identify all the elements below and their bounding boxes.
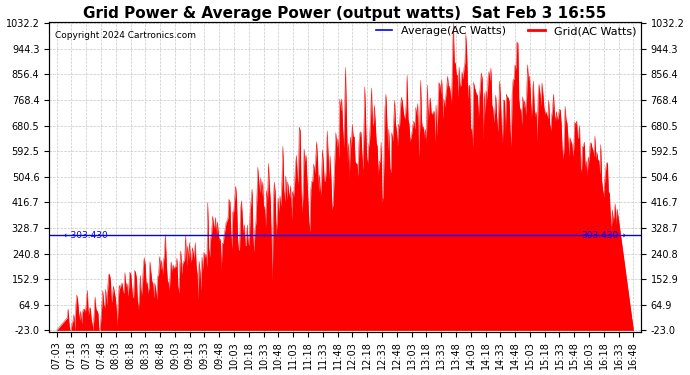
- Text: Copyright 2024 Cartronics.com: Copyright 2024 Cartronics.com: [55, 31, 196, 40]
- Legend: Average(AC Watts), Grid(AC Watts): Average(AC Watts), Grid(AC Watts): [371, 22, 641, 40]
- Text: 303.430→: 303.430→: [581, 231, 626, 240]
- Text: ←303.430: ←303.430: [64, 231, 109, 240]
- Title: Grid Power & Average Power (output watts)  Sat Feb 3 16:55: Grid Power & Average Power (output watts…: [83, 6, 607, 21]
